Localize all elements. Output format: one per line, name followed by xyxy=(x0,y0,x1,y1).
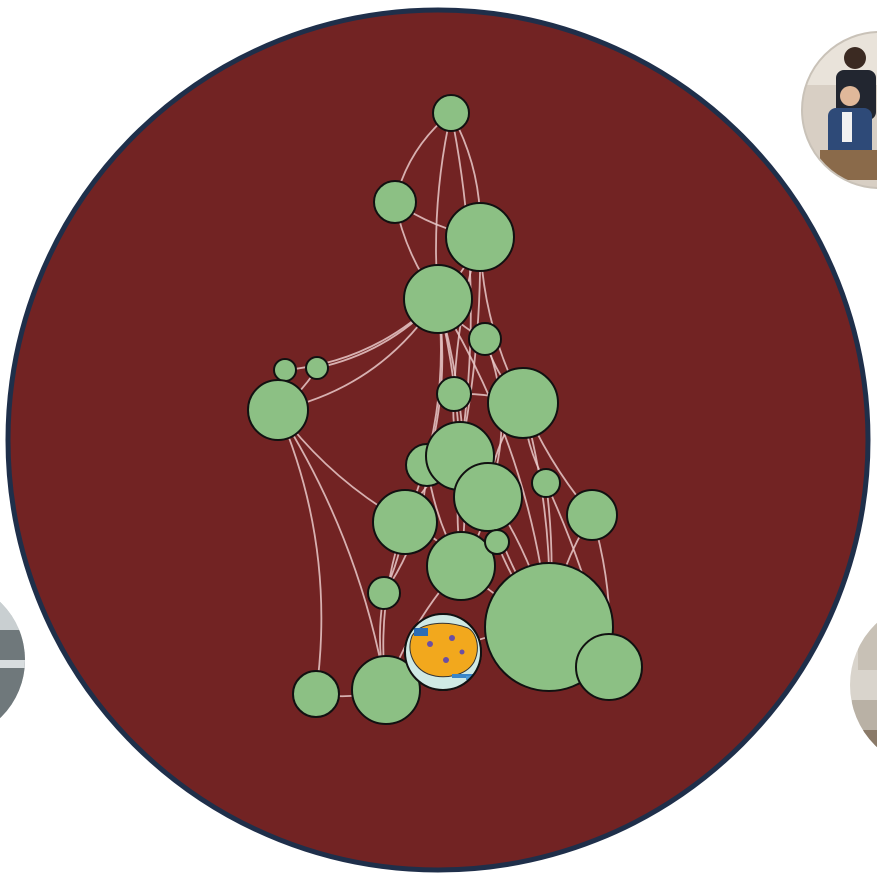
network-node-17 xyxy=(426,531,496,601)
network-node-6 xyxy=(273,358,297,382)
node-layer xyxy=(247,94,643,725)
photo-frame-top-right xyxy=(801,31,877,189)
network-node-5 xyxy=(468,322,502,356)
network-node-3 xyxy=(445,202,515,272)
network-node-22 xyxy=(292,670,340,718)
photo-top-right xyxy=(802,32,877,188)
network-node-23 xyxy=(351,655,421,725)
network-node-15 xyxy=(566,489,618,541)
network-node-9 xyxy=(436,376,472,412)
network-node-16 xyxy=(372,489,438,555)
network-edge-29 xyxy=(277,409,387,691)
network-node-13 xyxy=(453,462,523,532)
network-node-10 xyxy=(487,367,559,439)
network-node-1 xyxy=(432,94,470,132)
network-node-21 xyxy=(575,633,643,701)
network-node-19 xyxy=(367,576,401,610)
network-node-4 xyxy=(403,264,473,334)
network-edge-28 xyxy=(277,409,323,695)
network-node-2 xyxy=(373,180,417,224)
photo-right xyxy=(850,600,877,770)
network-node-7 xyxy=(305,356,329,380)
network-node-14 xyxy=(531,468,561,498)
map-illustration-node xyxy=(404,613,482,691)
network-node-18 xyxy=(484,529,510,555)
network-node-8 xyxy=(247,379,309,441)
photo-left xyxy=(0,580,25,740)
network-edge-55 xyxy=(450,112,472,457)
